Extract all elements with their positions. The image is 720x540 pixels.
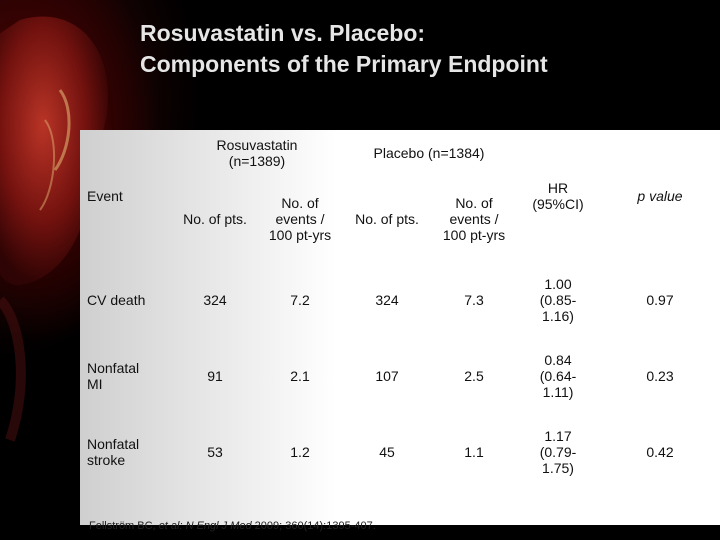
header-p-events-per: No. of events / 100 pt-yrs xyxy=(442,195,506,243)
row-event: Nonfatal MI xyxy=(87,360,140,392)
header-r-no-pts: No. of pts. xyxy=(183,211,247,227)
row-r-rate: 1.2 xyxy=(290,444,310,460)
citation-authors: Fellström BC, xyxy=(89,520,159,532)
row-event: CV death xyxy=(87,292,146,308)
citation-journal: N Engl J Med xyxy=(185,520,252,532)
header-placebo-group: Placebo (n=1384) xyxy=(373,145,485,161)
citation-etal: et al: xyxy=(158,520,186,532)
row-r-pts: 91 xyxy=(207,368,223,384)
row-p-rate: 2.5 xyxy=(464,368,484,384)
row-hr: 0.84 (0.64-1.11) xyxy=(539,352,577,400)
row-p-pts: 324 xyxy=(375,292,399,308)
table-row: CV death 324 7.2 324 7.3 1.00 (0.85-1.16… xyxy=(80,262,720,338)
row-p-rate: 7.3 xyxy=(464,292,484,308)
row-r-rate: 7.2 xyxy=(290,292,310,308)
row-event: Nonfatal stroke xyxy=(87,436,140,468)
citation-details: 2009; 360(14):1395-407. xyxy=(251,520,376,532)
table-row: Nonfatal MI 91 2.1 107 2.5 0.84 (0.64-1.… xyxy=(80,338,720,414)
row-hr: 1.17 (0.79-1.75) xyxy=(539,428,577,476)
header-p-value-text: p value xyxy=(637,188,683,204)
results-table: Event Rosuvastatin (n=1389) Placebo (n=1… xyxy=(80,130,720,490)
row-p-rate: 1.1 xyxy=(464,444,484,460)
citation: Fellström BC, et al: N Engl J Med 2009; … xyxy=(89,520,376,532)
title-line-1: Rosuvastatin vs. Placebo: xyxy=(140,20,426,46)
row-p: 0.97 xyxy=(646,292,674,308)
slide-title: Rosuvastatin vs. Placebo: Components of … xyxy=(140,18,700,80)
row-r-rate: 2.1 xyxy=(290,368,310,384)
row-p: 0.23 xyxy=(646,368,674,384)
table-row: Nonfatal stroke 53 1.2 45 1.1 1.17 (0.79… xyxy=(80,414,720,490)
row-hr: 1.00 (0.85-1.16) xyxy=(539,276,577,324)
header-r-events-per: No. of events / 100 pt-yrs xyxy=(268,195,332,243)
header-p-value: p value xyxy=(600,130,720,262)
row-r-pts: 53 xyxy=(207,444,223,460)
row-r-pts: 324 xyxy=(203,292,227,308)
header-p-no-pts: No. of pts. xyxy=(355,211,419,227)
results-table-container: Event Rosuvastatin (n=1389) Placebo (n=1… xyxy=(80,130,720,525)
title-line-2: Components of the Primary Endpoint xyxy=(140,51,548,77)
row-p: 0.42 xyxy=(646,444,674,460)
row-p-pts: 45 xyxy=(379,444,395,460)
header-rosuvastatin-group: Rosuvastatin (n=1389) xyxy=(216,137,298,169)
header-event: Event xyxy=(87,188,123,204)
header-hr: HR (95%CI) xyxy=(532,180,584,212)
row-p-pts: 107 xyxy=(375,368,399,384)
